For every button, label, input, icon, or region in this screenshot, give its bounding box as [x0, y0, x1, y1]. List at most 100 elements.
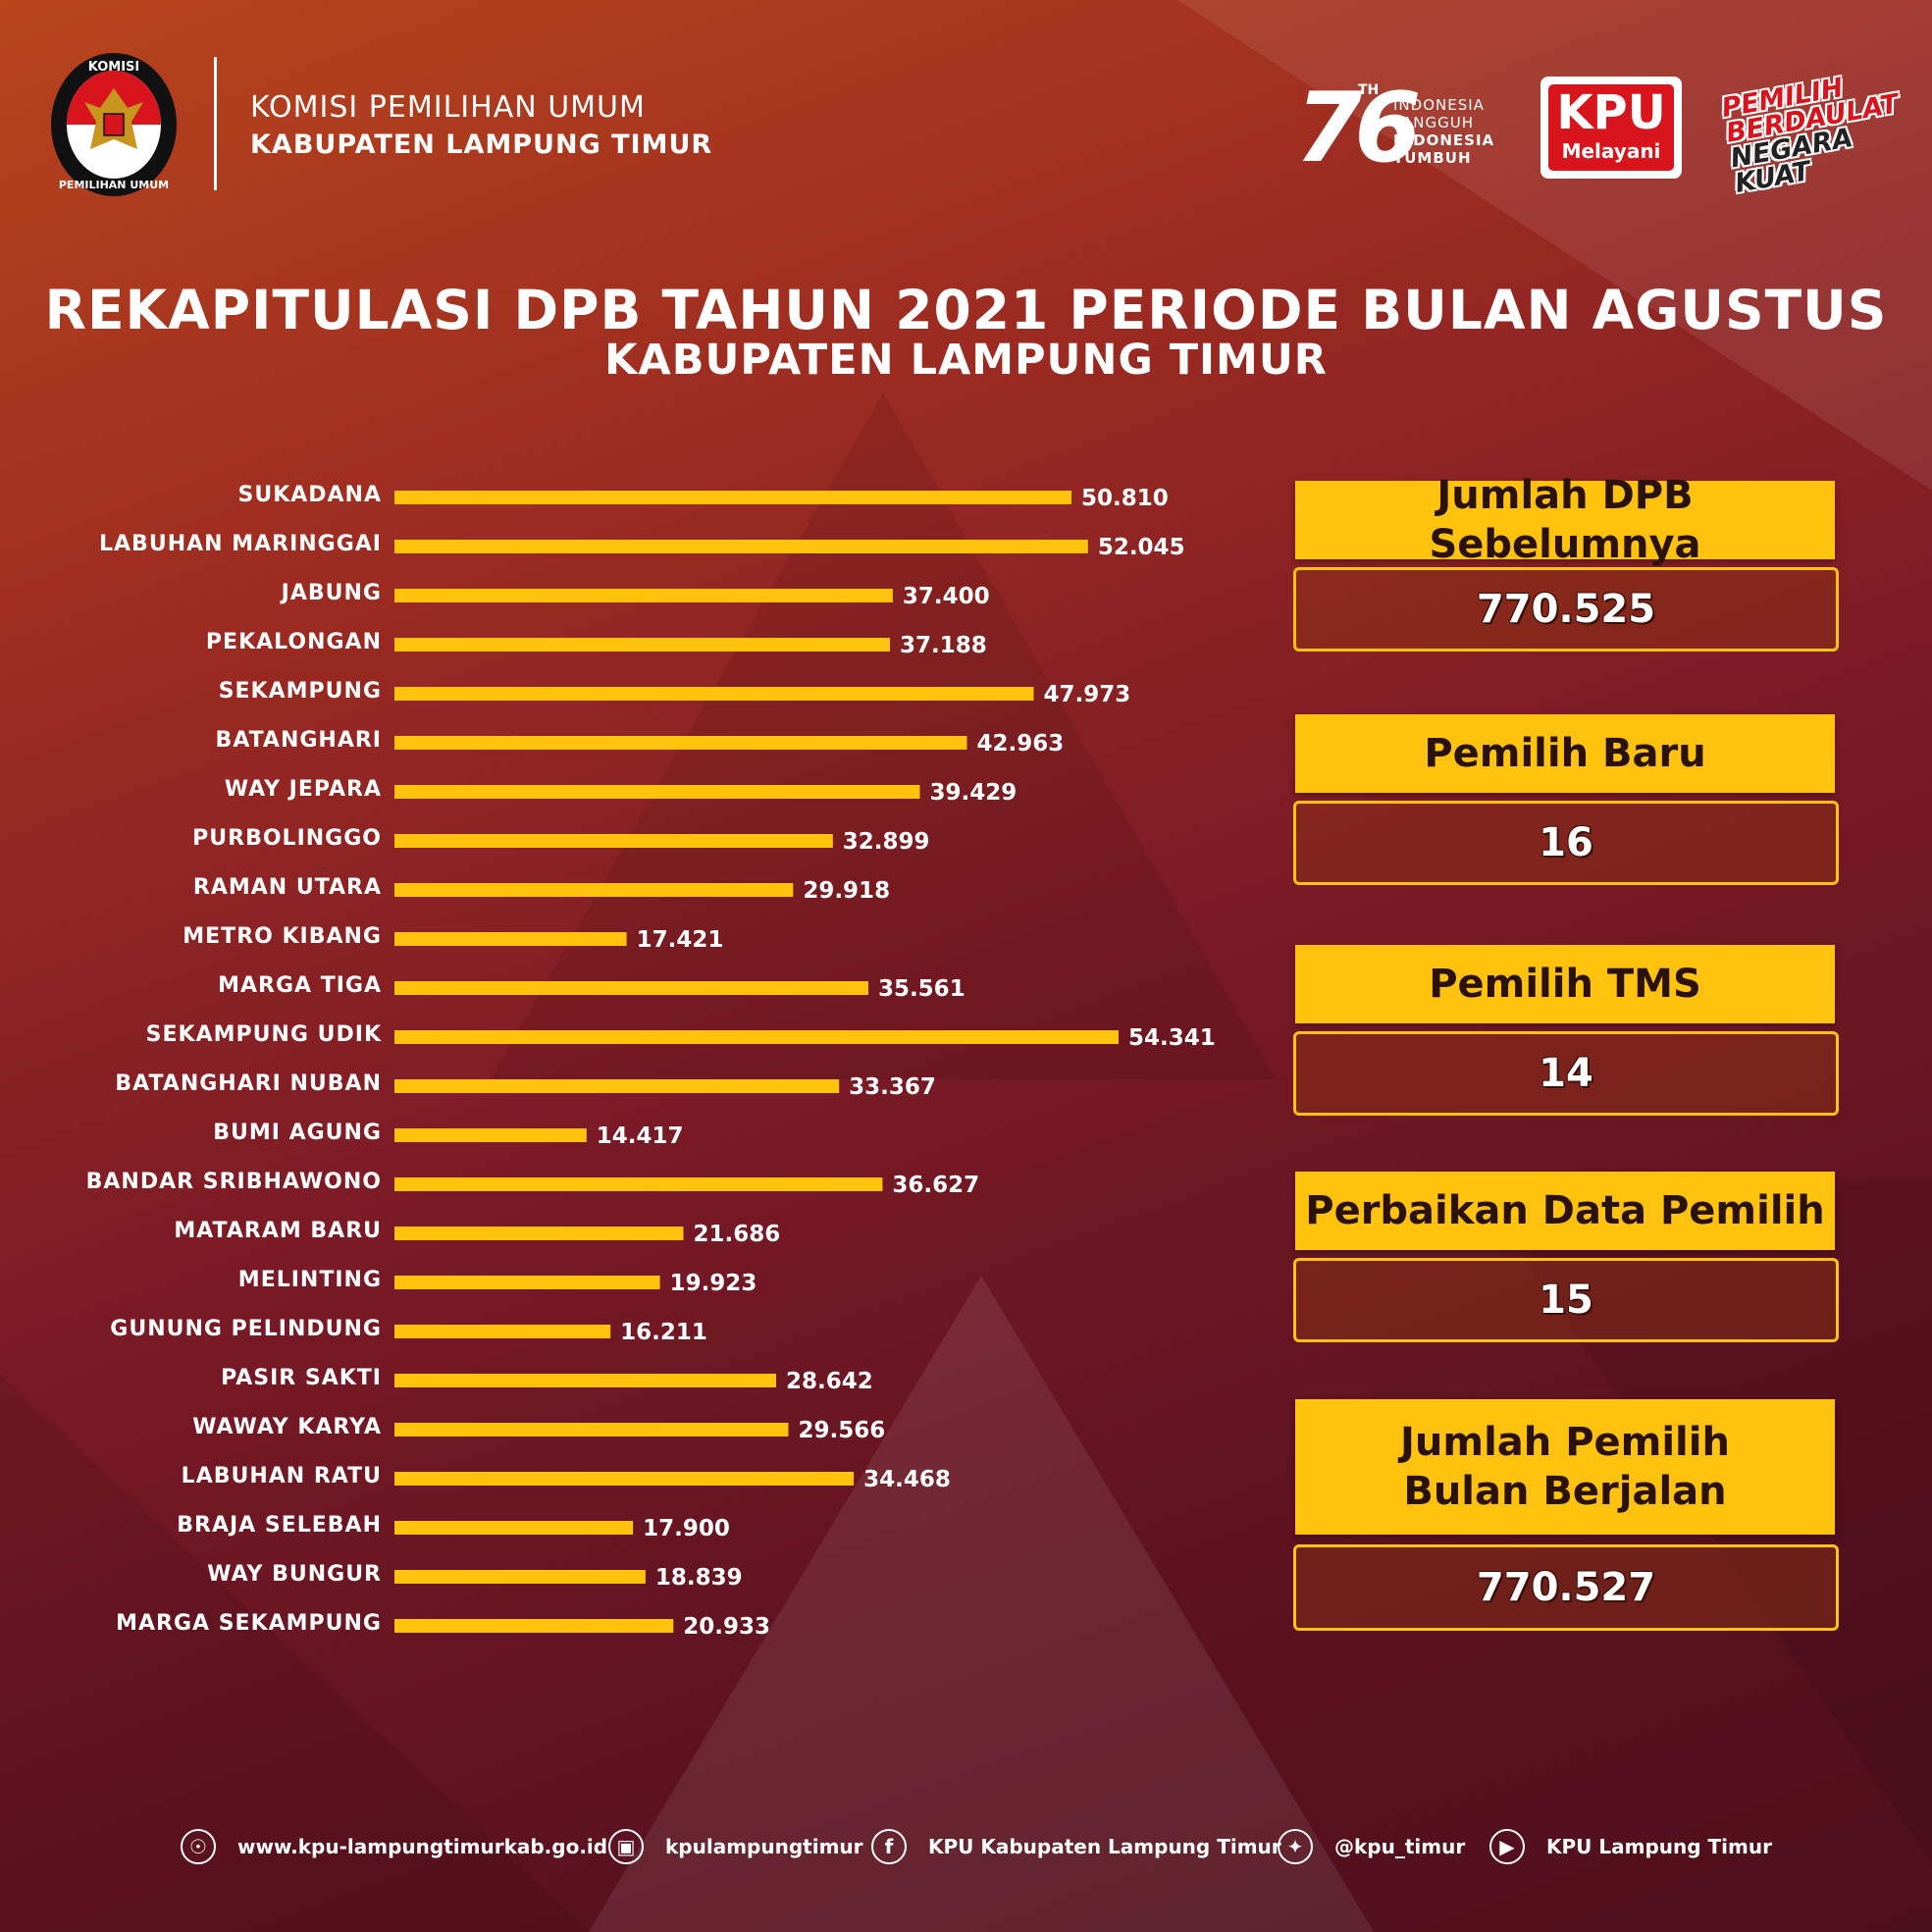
category-label: SEKAMPUNG — [219, 679, 382, 704]
bar — [394, 638, 890, 652]
category-label: BUMI AGUNG — [213, 1121, 382, 1145]
anniversary-suffix: TH — [1358, 82, 1380, 98]
footer: ☉ www.kpu-lampungtimurkab.go.id ▣ kpulam… — [0, 1817, 1932, 1876]
bar — [394, 1177, 883, 1191]
bar — [394, 785, 920, 799]
bar — [394, 1423, 789, 1436]
footer-website-text: www.kpu-lampungtimurkab.go.id — [237, 1835, 608, 1858]
category-label: LABUHAN RATU — [182, 1464, 382, 1488]
category-label: RAMAN UTARA — [193, 875, 382, 900]
category-label: WAY BUNGUR — [207, 1562, 382, 1587]
footer-instagram-text: kpulampungtimur — [665, 1835, 863, 1858]
bar-chart: SUKADANA 50.810 LABUHAN MARINGGAI 52.045 JAB… — [86, 483, 1216, 1640]
value-label: 34.468 — [863, 1467, 951, 1492]
anniversary-number: 76 — [1295, 73, 1421, 184]
footer-youtube-text: KPU Lampung Timur — [1546, 1835, 1772, 1858]
category-label: GUNUNG PELINDUNG — [110, 1317, 382, 1341]
value-label: 14.417 — [597, 1123, 684, 1149]
bar — [394, 1079, 840, 1093]
category-label: JABUNG — [280, 581, 382, 605]
instagram-icon: ▣ — [608, 1829, 644, 1864]
value-label: 17.421 — [637, 927, 724, 953]
footer-instagram[interactable]: ▣ kpulampungtimur — [608, 1827, 863, 1866]
category-label: WAY JEPARA — [225, 777, 382, 802]
value-label: 37.400 — [903, 584, 990, 609]
footer-facebook[interactable]: f KPU Kabupaten Lampung Timur — [871, 1827, 1281, 1866]
summary-value-jumlah-pemilih: 770.527 — [1293, 1544, 1839, 1631]
bar — [394, 540, 1088, 553]
emblem-top-text: KOMISI — [88, 60, 140, 75]
value-label: 16.211 — [620, 1320, 707, 1345]
category-label: MATARAM BARU — [174, 1219, 382, 1243]
value-label: 36.627 — [892, 1173, 979, 1198]
value-label: 19.923 — [670, 1271, 757, 1296]
summary-label-pemilih-baru: Pemilih Baru — [1295, 714, 1835, 793]
summary-label-pemilih-tms: Pemilih TMS — [1295, 945, 1835, 1023]
pemilih-berdaulat-logo: PEMILIH BERDAULAT NEGARA KUAT — [1719, 70, 1901, 199]
value-label: 50.810 — [1081, 486, 1169, 511]
value-label: 29.566 — [799, 1418, 886, 1443]
kpu-emblem-logo: KOMISI PEMILIHAN UMUM — [51, 53, 177, 196]
summary-label-dpb-sebelumnya: Jumlah DPB Sebelumnya — [1295, 473, 1835, 567]
youtube-icon: ▶ — [1489, 1829, 1525, 1864]
summary-label-jumlah-pemilih: Jumlah Pemilih Bulan Berjalan — [1295, 1399, 1835, 1535]
anniversary-line: TUMBUH — [1393, 149, 1472, 167]
category-label: MELINTING — [238, 1268, 382, 1292]
bar — [394, 1030, 1119, 1044]
kpu-logo-text: KPU — [1556, 85, 1666, 140]
bar — [394, 1128, 587, 1142]
value-label: 18.839 — [655, 1565, 743, 1591]
bar — [394, 1619, 674, 1633]
category-label: BATANGHARI NUBAN — [115, 1071, 382, 1096]
bar — [394, 1374, 776, 1387]
bar — [394, 1521, 634, 1535]
bar — [394, 589, 893, 602]
anniversary-tagline: INDONESIA TANGGUH INDONESIA TUMBUH — [1393, 96, 1494, 167]
twitter-icon: ✦ — [1278, 1829, 1313, 1864]
bar — [394, 981, 868, 995]
category-label: PEKALONGAN — [206, 630, 382, 654]
page-subtitle: KABUPATEN LAMPUNG TIMUR — [604, 336, 1328, 385]
category-label: MARGA SEKAMPUNG — [116, 1611, 382, 1636]
bar — [394, 687, 1034, 701]
bar — [394, 834, 833, 848]
category-label: PASIR SAKTI — [221, 1366, 382, 1390]
footer-website[interactable]: ☉ www.kpu-lampungtimurkab.go.id — [181, 1827, 607, 1866]
org-name-line1: KOMISI PEMILIHAN UMUM — [250, 90, 646, 125]
anniversary-line: INDONESIA — [1393, 96, 1485, 114]
footer-youtube[interactable]: ▶ KPU Lampung Timur — [1489, 1827, 1772, 1866]
value-label: 28.642 — [786, 1369, 873, 1394]
bar — [394, 491, 1071, 504]
header-divider — [214, 57, 217, 190]
value-label: 20.933 — [683, 1614, 770, 1640]
summary-value-pemilih-tms: 14 — [1293, 1031, 1839, 1116]
bar — [394, 1325, 611, 1338]
footer-twitter[interactable]: ✦ @kpu_timur — [1278, 1827, 1465, 1866]
category-label: BANDAR SRIBHAWONO — [86, 1170, 382, 1194]
footer-twitter-text: @kpu_timur — [1334, 1835, 1466, 1858]
bar — [394, 1472, 855, 1486]
kpu-melayani-logo: KPU Melayani — [1540, 77, 1682, 179]
bar — [394, 932, 627, 946]
globe-icon: ☉ — [181, 1829, 216, 1864]
value-label: 33.367 — [849, 1074, 936, 1100]
category-label: PURBOLINGGO — [192, 826, 382, 851]
summary-value-perbaikan-data: 15 — [1293, 1258, 1839, 1342]
summary-label-perbaikan-data: Perbaikan Data Pemilih — [1295, 1172, 1835, 1250]
value-label: 52.045 — [1098, 535, 1185, 560]
value-label: 21.686 — [694, 1222, 781, 1247]
value-label: 17.900 — [643, 1516, 730, 1541]
page-title: REKAPITULASI DPB TAHUN 2021 PERIODE BULA… — [44, 279, 1888, 341]
category-label: WAWAY KARYA — [192, 1415, 382, 1439]
value-label: 47.973 — [1044, 682, 1131, 707]
category-label: BATANGHARI — [216, 728, 382, 753]
summary-label-line: Jumlah Pemilih — [1400, 1420, 1730, 1465]
anniversary-line: INDONESIA — [1393, 131, 1495, 149]
value-label: 39.429 — [929, 780, 1017, 806]
bar — [394, 1227, 684, 1240]
value-label: 29.918 — [803, 878, 890, 904]
anniversary-line: TANGGUH — [1393, 114, 1474, 131]
header: KOMISI PEMILIHAN UMUM KOMISI PEMILIHAN U… — [0, 0, 1932, 226]
bar — [394, 1570, 646, 1584]
